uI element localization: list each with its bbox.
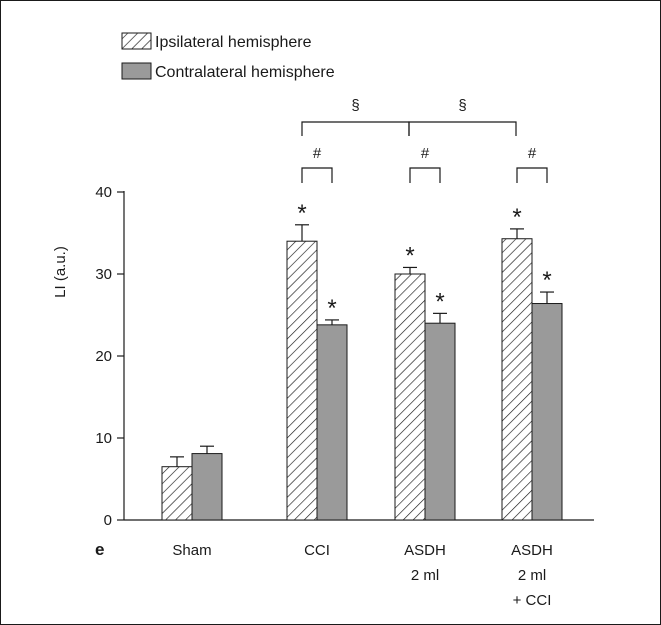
bar-contralateral	[424, 322, 456, 521]
x-tick-label: + CCI	[513, 592, 552, 609]
panel-label: e	[95, 540, 104, 559]
bar-ipsilateral	[286, 240, 318, 521]
bar-contralateral	[191, 453, 223, 521]
bar-ipsilateral	[161, 466, 193, 521]
significance-markers: * * * * * *	[297, 200, 551, 322]
group-bracket-symbol: §	[351, 97, 359, 114]
x-tick-label: ASDH	[404, 542, 446, 559]
x-tick-labels: Sham CCI ASDH 2 ml ASDH 2 ml + CCI	[172, 542, 552, 609]
y-tick-label: 30	[95, 266, 112, 283]
pair-bracket	[516, 167, 548, 183]
y-tick-label: 10	[95, 430, 112, 447]
x-tick-label: ASDH	[511, 542, 553, 559]
x-tick-label: Sham	[172, 542, 211, 559]
legend-label-ipsilateral: Ipsilateral hemisphere	[155, 34, 312, 51]
significance-asterisk: *	[297, 200, 306, 227]
significance-asterisk: *	[512, 204, 521, 231]
bar-ipsilateral	[394, 273, 426, 521]
bar-contralateral	[531, 303, 563, 521]
legend: Ipsilateral hemisphere Contralateral hem…	[121, 32, 335, 81]
group-bracket	[408, 121, 517, 136]
pair-bracket-symbol: #	[528, 145, 537, 162]
group-bracket	[301, 121, 410, 136]
x-tick-label: CCI	[304, 542, 330, 559]
y-tick-label: 40	[95, 184, 112, 201]
legend-swatch-contralateral	[121, 62, 152, 80]
y-ticks: 0 10 20 30 40	[95, 184, 124, 529]
significance-asterisk: *	[327, 295, 336, 322]
legend-swatch-ipsilateral	[121, 32, 152, 50]
x-tick-label: 2 ml	[411, 567, 439, 584]
significance-asterisk: *	[542, 267, 551, 294]
y-axis-label: LI (a.u.)	[52, 246, 69, 298]
bar-contralateral	[316, 324, 348, 521]
pair-bracket-symbol: #	[313, 145, 322, 162]
y-tick-label: 0	[104, 512, 112, 529]
pair-bracket-symbol: #	[421, 145, 430, 162]
bars	[161, 238, 563, 521]
bar-ipsilateral	[501, 238, 533, 521]
brackets: # # # § §	[301, 97, 548, 183]
significance-asterisk: *	[435, 288, 444, 315]
pair-bracket	[301, 167, 333, 183]
x-tick-label: 2 ml	[518, 567, 546, 584]
group-bracket-symbol: §	[458, 97, 466, 114]
error-bars	[170, 224, 554, 467]
pair-bracket	[409, 167, 441, 183]
y-tick-label: 20	[95, 348, 112, 365]
significance-asterisk: *	[405, 242, 414, 269]
legend-label-contralateral: Contralateral hemisphere	[155, 64, 335, 81]
